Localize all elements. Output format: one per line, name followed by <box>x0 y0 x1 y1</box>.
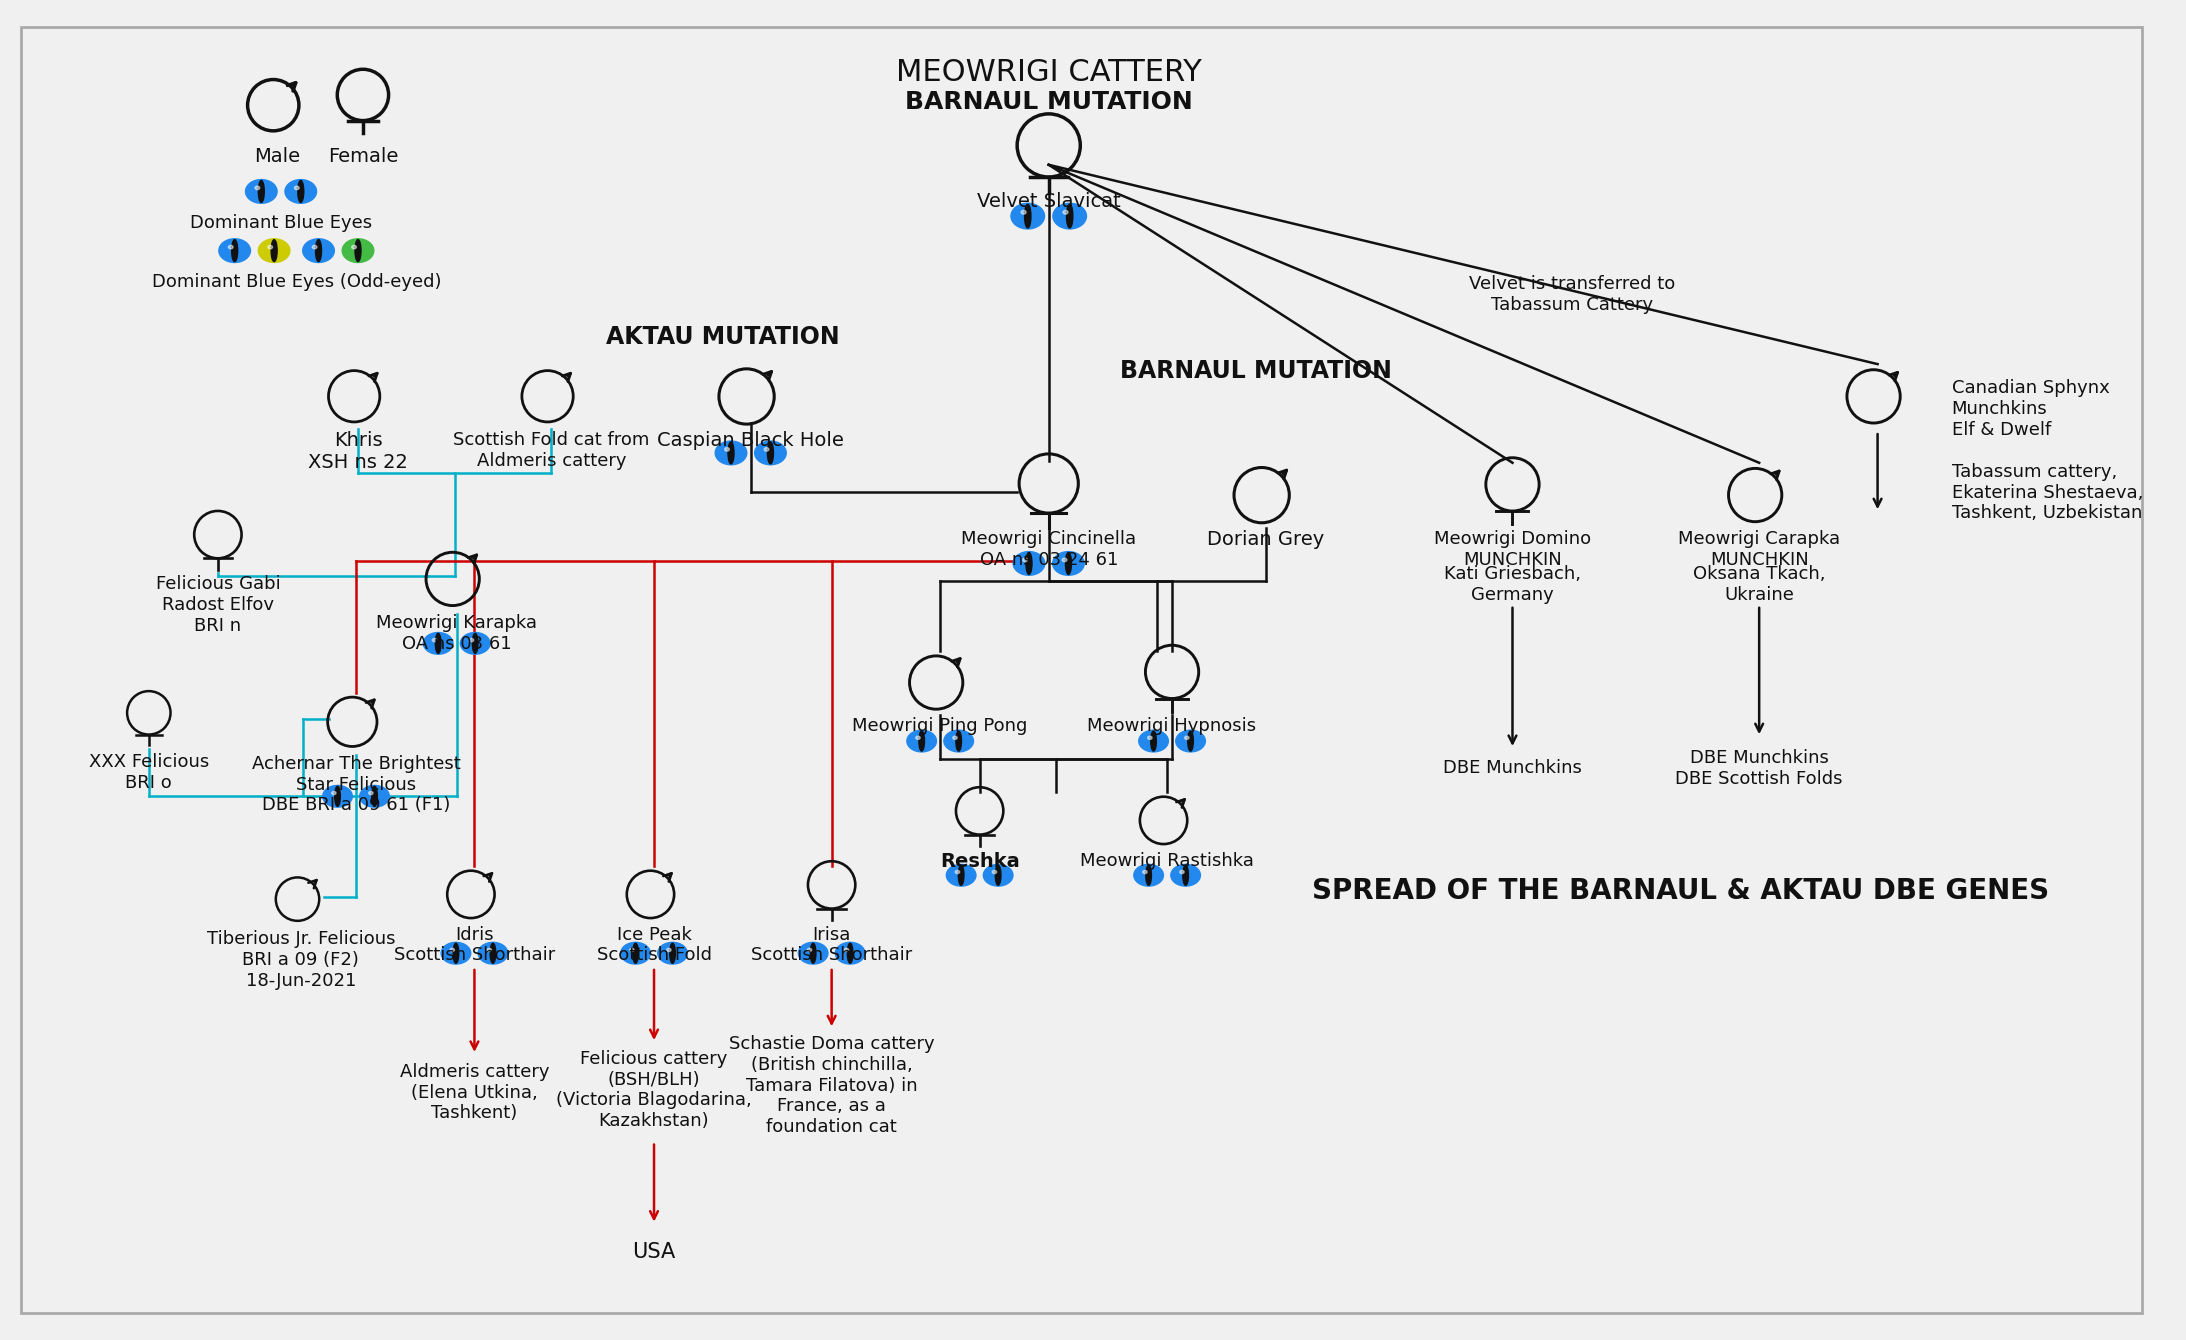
Ellipse shape <box>258 181 265 202</box>
Ellipse shape <box>1012 552 1045 575</box>
Text: Male: Male <box>254 147 299 166</box>
Ellipse shape <box>955 732 962 752</box>
Ellipse shape <box>1150 732 1156 752</box>
Ellipse shape <box>835 942 866 963</box>
Ellipse shape <box>995 866 1001 886</box>
Ellipse shape <box>955 871 960 874</box>
Ellipse shape <box>472 634 479 654</box>
Ellipse shape <box>433 638 437 642</box>
Ellipse shape <box>352 245 356 249</box>
Ellipse shape <box>269 245 273 249</box>
Ellipse shape <box>807 949 811 951</box>
Ellipse shape <box>271 240 278 261</box>
Text: Aldmeris cattery
(Elena Utkina,
Tashkent): Aldmeris cattery (Elena Utkina, Tashkent… <box>400 1063 549 1123</box>
Text: DBE Munchkins: DBE Munchkins <box>1443 758 1583 777</box>
Text: AKTAU MUTATION: AKTAU MUTATION <box>606 324 839 348</box>
Ellipse shape <box>918 732 925 752</box>
Text: Meowrigi Karapka
OA ns 03 61: Meowrigi Karapka OA ns 03 61 <box>376 614 538 653</box>
Text: Meowrigi Rastishka: Meowrigi Rastishka <box>1080 851 1255 870</box>
Ellipse shape <box>728 442 734 464</box>
Text: USA: USA <box>632 1242 675 1262</box>
Ellipse shape <box>354 240 361 261</box>
Ellipse shape <box>1148 736 1152 740</box>
Ellipse shape <box>258 239 291 263</box>
Text: Reshka: Reshka <box>940 851 1019 871</box>
Ellipse shape <box>767 442 774 464</box>
Ellipse shape <box>461 632 490 654</box>
Text: Dominant Blue Eyes (Odd-eyed): Dominant Blue Eyes (Odd-eyed) <box>153 273 442 291</box>
Ellipse shape <box>754 441 787 465</box>
Text: BARNAUL MUTATION: BARNAUL MUTATION <box>1119 359 1392 383</box>
Ellipse shape <box>1023 557 1027 561</box>
Ellipse shape <box>944 730 973 752</box>
Ellipse shape <box>1187 732 1194 752</box>
Ellipse shape <box>470 638 474 642</box>
Ellipse shape <box>1176 730 1204 752</box>
Text: Tiberious Jr. Felicious
BRI a 09 (F2)
18-Jun-2021: Tiberious Jr. Felicious BRI a 09 (F2) 18… <box>205 930 396 990</box>
Ellipse shape <box>334 787 341 807</box>
Text: Scottish Fold cat from
Aldmeris cattery: Scottish Fold cat from Aldmeris cattery <box>453 431 649 470</box>
Text: Dominant Blue Eyes: Dominant Blue Eyes <box>190 214 372 232</box>
Ellipse shape <box>765 448 769 452</box>
Ellipse shape <box>302 239 334 263</box>
Ellipse shape <box>798 942 828 963</box>
Ellipse shape <box>1010 204 1045 229</box>
Ellipse shape <box>256 186 260 190</box>
Ellipse shape <box>726 448 730 452</box>
Text: Tabassum cattery,
Ekaterina Shestaeva,
Tashkent, Uzbekistan: Tabassum cattery, Ekaterina Shestaeva, T… <box>1952 462 2142 523</box>
Ellipse shape <box>1025 552 1032 575</box>
Text: Kati Griesbach,
Germany: Kati Griesbach, Germany <box>1445 565 1580 604</box>
Ellipse shape <box>1062 557 1067 561</box>
Ellipse shape <box>435 634 442 654</box>
Text: XXX Felicious
BRI o: XXX Felicious BRI o <box>90 753 210 792</box>
Ellipse shape <box>1143 871 1148 874</box>
Text: Canadian Sphynx
Munchkins
Elf & Dwelf: Canadian Sphynx Munchkins Elf & Dwelf <box>1952 379 2109 438</box>
Text: Schastie Doma cattery
(British chinchilla,
Tamara Filatova) in
France, as a
foun: Schastie Doma cattery (British chinchill… <box>728 1034 933 1136</box>
Ellipse shape <box>295 186 299 190</box>
Ellipse shape <box>442 942 470 963</box>
Text: Caspian Black Hole: Caspian Black Hole <box>658 431 844 450</box>
Ellipse shape <box>957 866 964 886</box>
Text: Meowrigi Ping Pong: Meowrigi Ping Pong <box>853 717 1027 736</box>
Text: Irisa
Scottish Shorthair: Irisa Scottish Shorthair <box>752 926 912 965</box>
Ellipse shape <box>284 180 317 204</box>
Ellipse shape <box>1145 866 1152 886</box>
Ellipse shape <box>487 949 492 951</box>
Ellipse shape <box>490 943 496 963</box>
Ellipse shape <box>232 240 238 261</box>
Text: Female: Female <box>328 147 398 166</box>
Ellipse shape <box>630 949 634 951</box>
Ellipse shape <box>245 180 278 204</box>
Ellipse shape <box>1135 864 1163 886</box>
Ellipse shape <box>715 441 748 465</box>
Ellipse shape <box>1025 204 1032 228</box>
Text: Ice Peak
Scottish Fold: Ice Peak Scottish Fold <box>597 926 710 965</box>
Ellipse shape <box>1183 866 1189 886</box>
Text: Meowrigi Domino
MUNCHKIN: Meowrigi Domino MUNCHKIN <box>1434 529 1591 568</box>
Ellipse shape <box>947 864 975 886</box>
Ellipse shape <box>450 949 455 951</box>
Ellipse shape <box>297 181 304 202</box>
Ellipse shape <box>1054 552 1084 575</box>
Text: DBE Munchkins
DBE Scottish Folds: DBE Munchkins DBE Scottish Folds <box>1674 749 1843 788</box>
Ellipse shape <box>1180 871 1185 874</box>
Ellipse shape <box>907 730 936 752</box>
Text: Meowrigi Cincinella
OA ns 03 24 61: Meowrigi Cincinella OA ns 03 24 61 <box>962 529 1137 568</box>
Ellipse shape <box>811 943 815 963</box>
Ellipse shape <box>984 864 1012 886</box>
Ellipse shape <box>992 871 997 874</box>
Text: SPREAD OF THE BARNAUL & AKTAU DBE GENES: SPREAD OF THE BARNAUL & AKTAU DBE GENES <box>1312 878 2048 906</box>
Ellipse shape <box>372 787 378 807</box>
Text: Meowrigi Hypnosis: Meowrigi Hypnosis <box>1086 717 1257 736</box>
Ellipse shape <box>1065 552 1071 575</box>
Text: MEOWRIGI CATTERY: MEOWRIGI CATTERY <box>896 58 1202 87</box>
Ellipse shape <box>227 245 234 249</box>
Ellipse shape <box>219 239 251 263</box>
Ellipse shape <box>332 792 337 795</box>
Ellipse shape <box>1054 204 1086 229</box>
Ellipse shape <box>313 245 317 249</box>
Text: Khris
XSH ns 22: Khris XSH ns 22 <box>308 431 409 472</box>
Ellipse shape <box>479 942 507 963</box>
Text: Velvet Slavicat: Velvet Slavicat <box>977 193 1121 212</box>
Ellipse shape <box>621 942 649 963</box>
